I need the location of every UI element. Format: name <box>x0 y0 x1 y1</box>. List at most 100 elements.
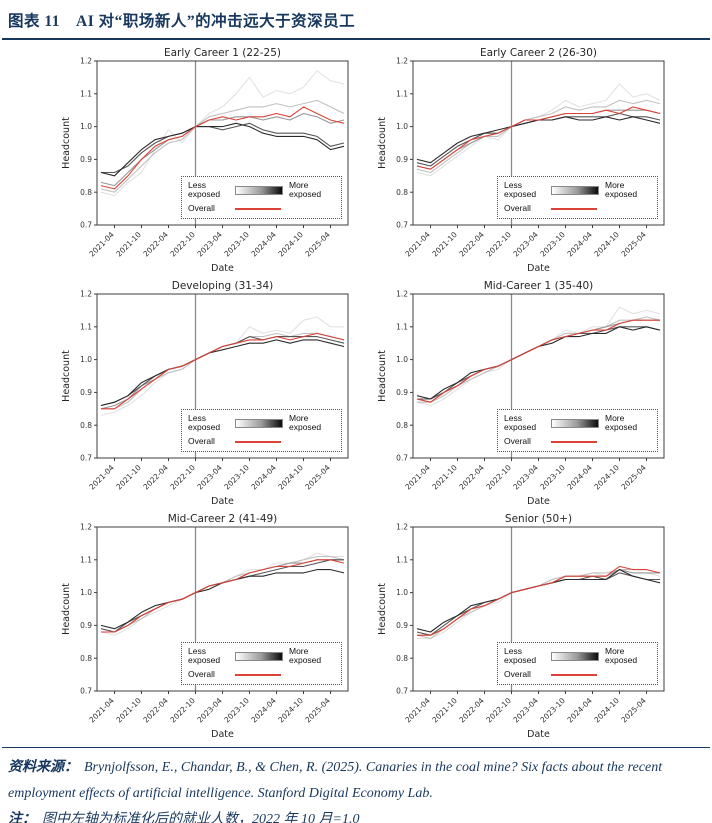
chart-panel-developing: Developing (31-34) 0.7 0.8 0.9 1.0 1.1 1.2 2021… <box>60 278 354 509</box>
y-tick-label: 0.8 <box>80 654 92 663</box>
y-tick-label: 1.1 <box>396 89 408 98</box>
y-tick-label: 0.8 <box>80 421 92 430</box>
series-quintile-2 <box>101 332 345 410</box>
series-quintile-5-most-exposed <box>100 122 345 177</box>
x-tick-label: 2023-04 <box>195 463 224 492</box>
source-line: 资料来源： Brynjolfsson, E., Chandar, B., & Ch… <box>8 755 704 807</box>
chart-panel-early-career-2: Early Career 2 (26-30) 0.7 0.8 0.9 1.0 1.1 1.2… <box>376 45 670 276</box>
x-tick-label: 2025-04 <box>303 696 332 725</box>
x-tick-label: 2023-04 <box>511 230 540 259</box>
legend-more-exposed-label: More exposed <box>289 412 322 433</box>
y-tick-label: 1.0 <box>396 588 408 597</box>
x-tick-label: 2022-04 <box>457 463 486 492</box>
x-tick-label: 2023-04 <box>195 696 224 725</box>
x-tick-label: 2022-10 <box>484 230 513 259</box>
y-tick-label: 1.0 <box>396 355 408 364</box>
legend-more-exposed-label: More exposed <box>605 412 638 433</box>
y-tick-label: 0.7 <box>80 221 92 230</box>
legend-less-exposed-label: Less exposed <box>504 645 537 666</box>
chart-svg-senior: Senior (50+)0.70.80.91.01.11.22021-04202… <box>377 513 665 740</box>
chart-legend: Less exposed More exposed Overall <box>181 175 342 219</box>
y-axis-label: Headcount <box>61 117 72 169</box>
chart-svg-early-career-1: Early Career 1 (22-25) 0.7 0.8 0.9 1.0 1.1 1.2… <box>61 47 349 274</box>
y-tick-label: 0.7 <box>396 687 408 696</box>
y-tick-label: 1.2 <box>396 57 408 66</box>
x-tick-label: 2021-10 <box>430 230 459 259</box>
y-tick-label: 1.1 <box>80 322 92 331</box>
x-tick-label: 2025-04 <box>303 230 332 259</box>
exposure-gradient-swatch <box>551 651 599 661</box>
series-quintile-2 <box>417 316 661 403</box>
x-tick-label: 2022-10 <box>168 463 197 492</box>
x-axis-label: Date <box>527 263 550 274</box>
chart-legend: Less exposed More exposed Overall <box>181 641 342 685</box>
exposure-gradient-swatch <box>235 185 283 195</box>
source-label: 资料来源： <box>8 760 78 775</box>
legend-overall-label: Overall <box>504 436 531 447</box>
x-tick-label: 2024-04 <box>565 696 594 725</box>
plot-border <box>412 526 665 692</box>
x-tick-label: 2022-04 <box>141 463 170 492</box>
x-tick-label: 2023-10 <box>538 463 567 492</box>
series-quintile-1-least-exposed <box>417 569 661 640</box>
series-quintile-1-least-exposed <box>100 316 344 416</box>
exposure-gradient-swatch <box>551 185 599 195</box>
x-tick-label: 2022-04 <box>141 696 170 725</box>
exposure-gradient-swatch <box>551 418 599 428</box>
chart-svg-early-career-2: Early Career 2 (26-30) 0.7 0.8 0.9 1.0 1.1 1.2… <box>377 47 665 274</box>
legend-more-exposed-label: More exposed <box>605 179 638 200</box>
x-tick-label: 2024-10 <box>276 230 305 259</box>
y-tick-label: 0.9 <box>80 621 92 630</box>
exposure-gradient-swatch <box>235 651 283 661</box>
y-axis-label: Headcount <box>61 350 72 402</box>
plot-border <box>412 60 665 226</box>
y-tick-label: 1.2 <box>396 523 408 532</box>
charts-grid: Early Career 1 (22-25) 0.7 0.8 0.9 1.0 1.1 1.2… <box>60 45 712 742</box>
y-tick-label: 1.2 <box>80 523 92 532</box>
x-tick-label: 2021-04 <box>403 696 432 725</box>
chart-panel-senior: Senior (50+) 0.7 0.8 0.9 1.0 1.1 1.2 2021-04 202… <box>376 511 670 742</box>
panel-title: Senior (50+) <box>505 513 572 525</box>
series-quintile-1-least-exposed <box>100 70 345 197</box>
panel-title: Early Career 2 (26-30) <box>480 47 597 59</box>
series-overall <box>416 106 661 170</box>
y-tick-label: 1.2 <box>396 290 408 299</box>
x-tick-label: 2023-04 <box>511 696 540 725</box>
x-tick-label: 2024-10 <box>592 463 621 492</box>
y-tick-label: 0.7 <box>396 454 408 463</box>
y-tick-label: 1.0 <box>80 122 92 131</box>
series-quintile-4 <box>416 572 660 636</box>
x-tick-label: 2024-04 <box>249 463 278 492</box>
series-overall <box>416 319 660 403</box>
x-tick-label: 2023-10 <box>222 230 251 259</box>
series-quintile-1-least-exposed <box>416 83 661 177</box>
chart-svg-developing: Developing (31-34) 0.7 0.8 0.9 1.0 1.1 1.2 2021… <box>61 280 349 507</box>
y-tick-label: 1.1 <box>396 555 408 564</box>
legend-overall-label: Overall <box>188 669 215 680</box>
x-tick-label: 2024-04 <box>249 230 278 259</box>
y-tick-label: 0.8 <box>396 188 408 197</box>
x-tick-label: 2021-10 <box>114 463 143 492</box>
legend-overall-label: Overall <box>504 203 531 214</box>
x-tick-label: 2025-04 <box>303 463 332 492</box>
overall-line-swatch <box>235 208 281 211</box>
chart-svg-mid-career-1: Mid-Career 1 (35-40) 0.7 0.8 0.9 1.0 1.1 1.2 20… <box>377 280 665 507</box>
x-axis-label: Date <box>527 496 550 507</box>
note-text: 图中左轴为标准化后的就业人数，2022 年 10 月=1.0 <box>42 811 360 823</box>
legend-overall-label: Overall <box>188 203 215 214</box>
series-quintile-2 <box>100 99 345 193</box>
y-tick-label: 0.7 <box>396 221 408 230</box>
x-tick-label: 2024-10 <box>592 696 621 725</box>
y-tick-label: 0.9 <box>396 621 408 630</box>
x-tick-label: 2025-04 <box>619 230 648 259</box>
series-overall <box>101 332 345 410</box>
series-quintile-3 <box>416 319 660 403</box>
y-tick-label: 1.0 <box>396 122 408 131</box>
chart-panel-mid-career-2: Mid-Career 2 (41-49) 0.7 0.8 0.9 1.0 1.1 1.2 20… <box>60 511 354 742</box>
series-overall <box>100 106 345 190</box>
x-tick-label: 2021-04 <box>87 696 116 725</box>
exposure-gradient-swatch <box>235 418 283 428</box>
x-tick-label: 2022-10 <box>168 696 197 725</box>
series-quintile-2 <box>416 569 661 640</box>
